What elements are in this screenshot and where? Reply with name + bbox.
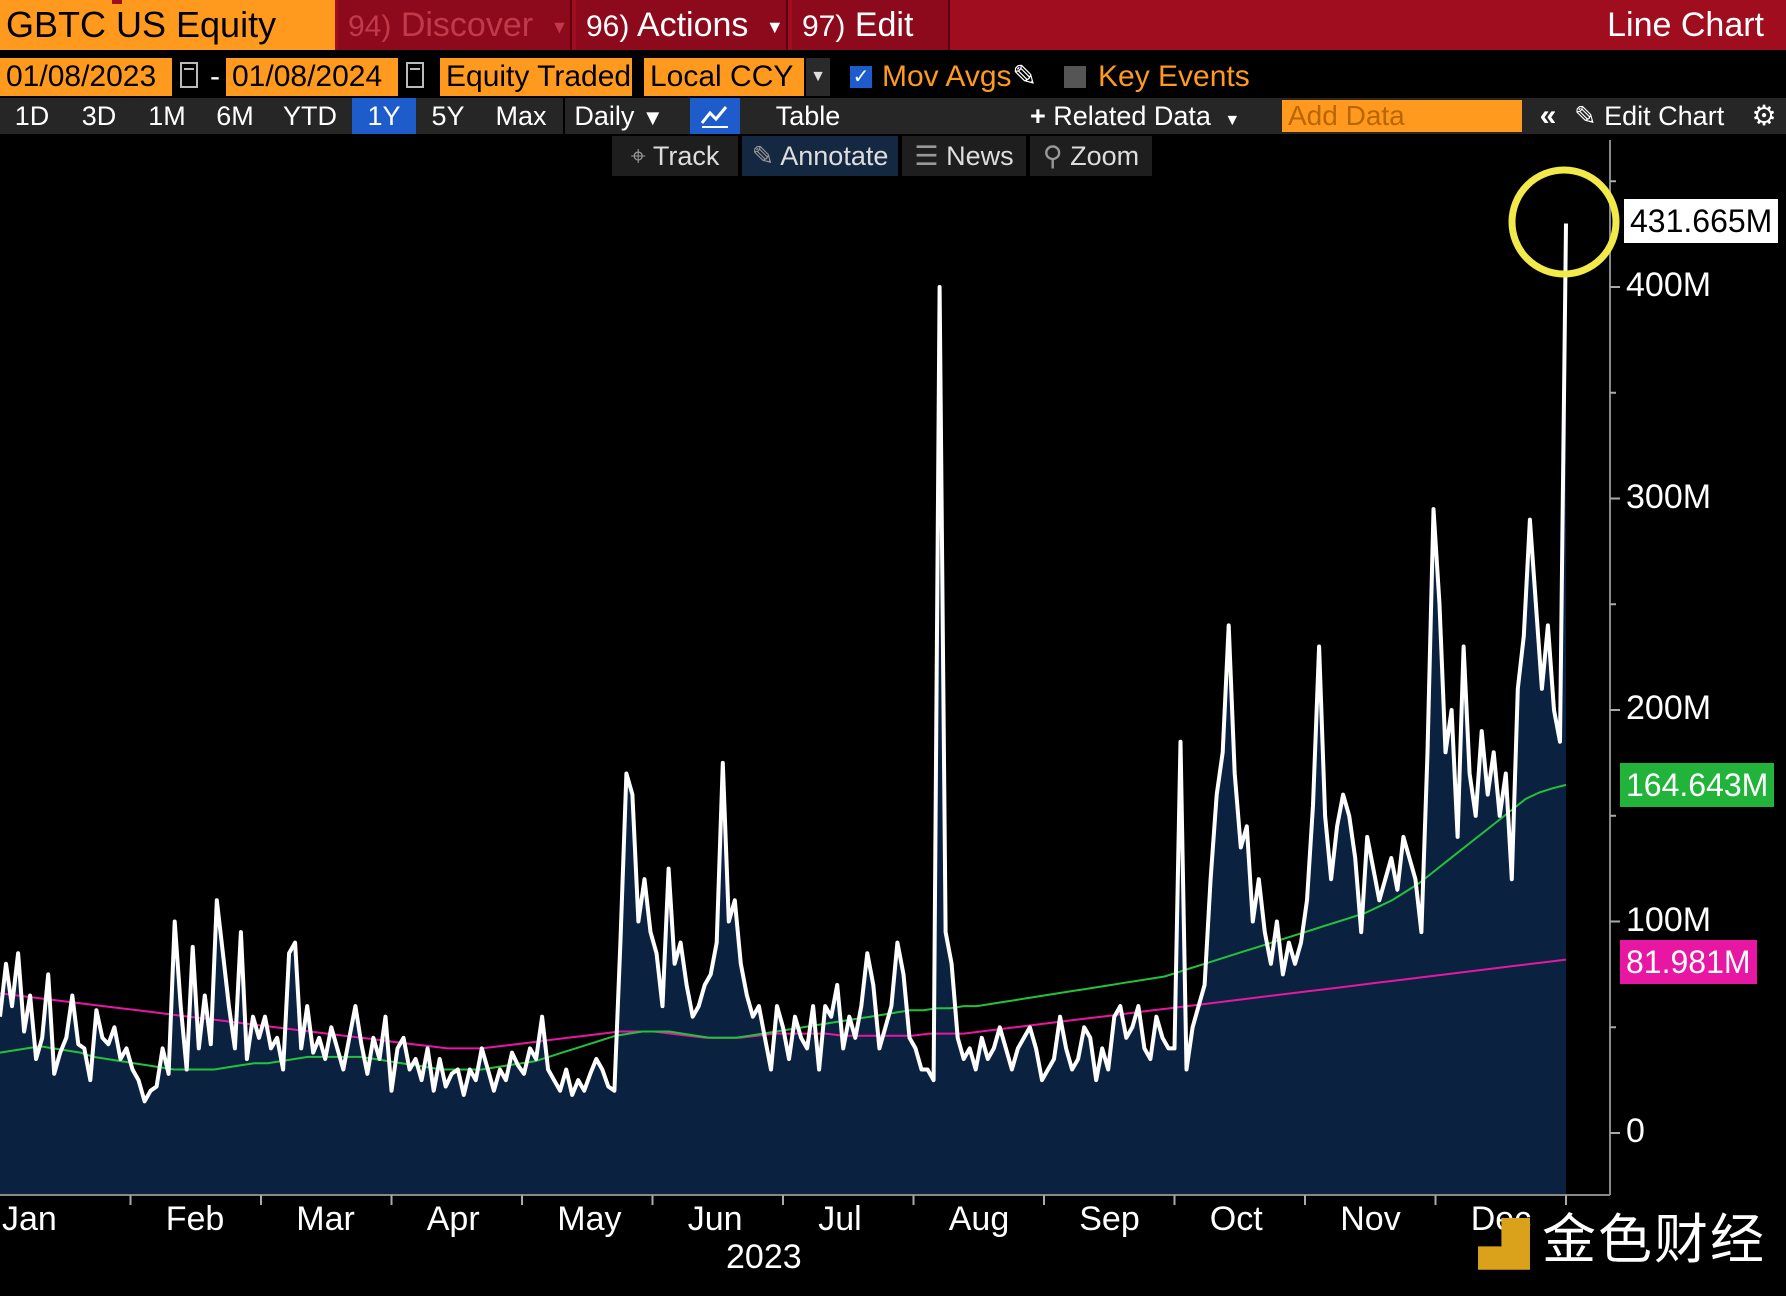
news-label: News [946,141,1014,171]
actions-label: Actions [636,6,749,44]
range-ytd[interactable]: YTD [283,101,337,131]
x-tick-label: Nov [1340,1200,1401,1238]
currency-dropdown-chevron-icon[interactable]: ▼ [806,58,830,96]
y-tick-label: 200M [1626,689,1712,727]
annotate-tool[interactable]: ✎ Annotate [742,136,898,176]
ticker-field[interactable]: GBTC US Equity [0,0,335,50]
add-data-input[interactable]: Add Data [1282,100,1522,132]
news-tool[interactable]: ☰ News [902,136,1026,176]
edit-menu[interactable]: 97) Edit ▼ [792,0,950,89]
discover-num: 94) [348,10,392,43]
start-date-field[interactable]: 01/08/2023 [0,58,172,96]
key-events-label: Key Events [1098,60,1250,93]
peak-highlight-circle [1508,166,1620,278]
x-tick-label: Jun [687,1200,743,1238]
related-data-button[interactable]: + Related Data ▼ [1030,98,1260,134]
pencil-icon: ✎ [751,141,775,171]
line-chart-icon[interactable] [690,98,740,134]
x-tick-label: Mar [296,1200,355,1238]
y-tick-label: 100M [1626,900,1712,939]
discover-label: Discover [400,6,534,44]
x-tick-label: Jan [2,1200,57,1238]
volume-line [0,223,1568,1104]
chevron-down-icon: ▼ [641,105,664,130]
range-1y[interactable]: 1Y [352,98,416,134]
x-tick-label: May [557,1200,622,1238]
frequency-selector[interactable]: Daily ▼ [566,98,672,134]
ticker-divider [112,0,122,4]
y-tick-label: 400M [1626,266,1712,304]
ma-short-value-badge: 164.643M [1620,763,1775,807]
last-value-badge: 431.665M [1624,199,1779,243]
zoom-label: Zoom [1070,141,1140,171]
zoom-tool[interactable]: ⚲ Zoom [1030,136,1152,176]
table-button[interactable]: Table [775,101,841,131]
track-label: Track [652,141,720,171]
crosshair-icon: ⌖ [630,141,646,171]
y-axis-ticks [1610,180,1620,1134]
annotate-label: Annotate [780,141,889,171]
chevron-down-icon: ▼ [1224,112,1241,129]
y-tick-label: 0 [1626,1112,1645,1150]
currency-selector[interactable]: Local CCY [644,58,804,96]
edit-label: Edit [854,6,914,44]
date-separator: - [210,60,220,93]
y-tick-label: 300M [1626,477,1712,516]
watermark-text: 金色财经 [1542,1210,1766,1270]
calendar-icon[interactable] [180,62,198,88]
range-3d[interactable]: 3D [81,101,117,131]
related-data-label: Related Data [1053,101,1211,131]
track-tool[interactable]: ⌖ Track [612,136,738,176]
calendar-icon[interactable] [406,62,424,88]
gear-icon[interactable]: ⚙ [1751,100,1777,131]
key-events-checkbox[interactable] [1064,66,1086,88]
volume-area [0,223,1566,1195]
x-tick-label: Feb [165,1200,225,1238]
field-selector[interactable]: Equity Traded [440,58,632,96]
edit-chart-button[interactable]: ✎ Edit Chart [1574,98,1734,134]
plus-icon: + [1030,101,1046,131]
edit-num: 97) [802,10,846,43]
x-tick-label: Sep [1079,1200,1140,1238]
pencil-icon[interactable]: ✎ [1012,60,1038,93]
range-max[interactable]: Max [495,101,547,131]
ma-long-value-badge: 81.981M [1620,940,1757,984]
chart-type-title: Line Chart [1607,6,1764,44]
range-6m[interactable]: 6M [216,101,254,131]
toolbar-divider [563,98,565,134]
end-date-field[interactable]: 01/08/2024 [226,58,398,96]
actions-num: 96) [586,10,630,43]
collapse-double-chevron-icon[interactable]: « [1539,99,1557,132]
watermark: 金色财经 [1478,1195,1766,1274]
year-label: 2023 [726,1238,802,1276]
mov-avgs-label: Mov Avgs [882,60,1012,93]
range-1d[interactable]: 1D [14,101,50,131]
range-1m[interactable]: 1M [148,101,186,131]
edit-chart-label: Edit Chart [1604,101,1725,131]
x-tick-label: Aug [948,1200,1010,1238]
x-tick-label: Oct [1209,1200,1263,1238]
pencil-icon: ✎ [1574,101,1597,131]
watermark-logo-icon [1478,1217,1530,1270]
x-tick-label: Jul [818,1200,862,1238]
chevron-down-icon: ▼ [765,17,784,38]
discover-menu[interactable]: 94) Discover ▼ [338,0,572,50]
x-tick-label: Apr [426,1200,480,1238]
frequency-label: Daily [574,101,635,131]
news-list-icon: ☰ [914,141,939,171]
actions-menu[interactable]: 96) Actions ▼ [576,0,788,50]
magnifier-icon: ⚲ [1042,141,1063,171]
mov-avgs-checkbox[interactable]: ✓ [850,66,872,88]
range-5y[interactable]: 5Y [431,101,465,131]
short-moving-average-line [0,783,1567,1071]
long-moving-average-line [0,958,1567,1050]
chevron-down-icon: ▼ [550,17,569,38]
